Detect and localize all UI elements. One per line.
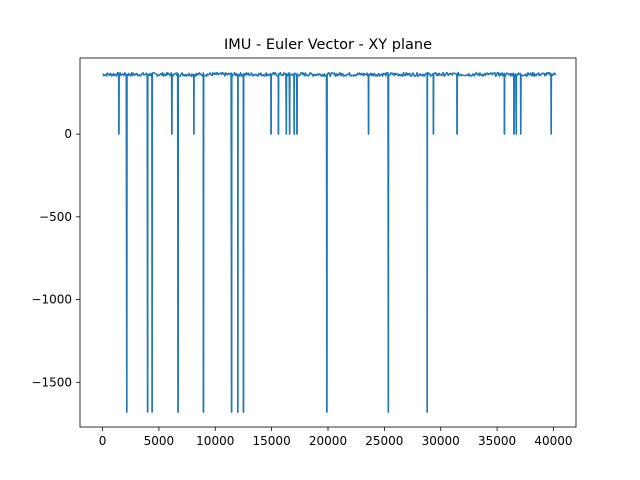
x-tick-label: 5000 <box>144 434 175 448</box>
y-tick-label: −1000 <box>31 293 72 307</box>
x-tick-label: 10000 <box>196 434 234 448</box>
series-line <box>102 71 557 413</box>
y-tick-label: 0 <box>64 127 72 141</box>
y-axis: −1500 −1000 −500 0 <box>31 127 80 389</box>
x-axis: 0 5000 10000 15000 20000 25000 30000 35000 40000 <box>99 427 573 448</box>
x-tick-label: 25000 <box>365 434 403 448</box>
x-tick-label: 40000 <box>534 434 572 448</box>
y-tick-label: −500 <box>39 210 72 224</box>
y-tick-label: −1500 <box>31 375 72 389</box>
x-tick-label: 30000 <box>422 434 460 448</box>
x-tick-label: 20000 <box>309 434 347 448</box>
plot-frame <box>79 57 577 428</box>
x-tick-label: 0 <box>99 434 107 448</box>
data-series <box>102 71 557 413</box>
chart-title: IMU - Euler Vector - XY plane <box>224 37 432 53</box>
x-tick-label: 35000 <box>478 434 516 448</box>
x-tick-label: 15000 <box>253 434 291 448</box>
